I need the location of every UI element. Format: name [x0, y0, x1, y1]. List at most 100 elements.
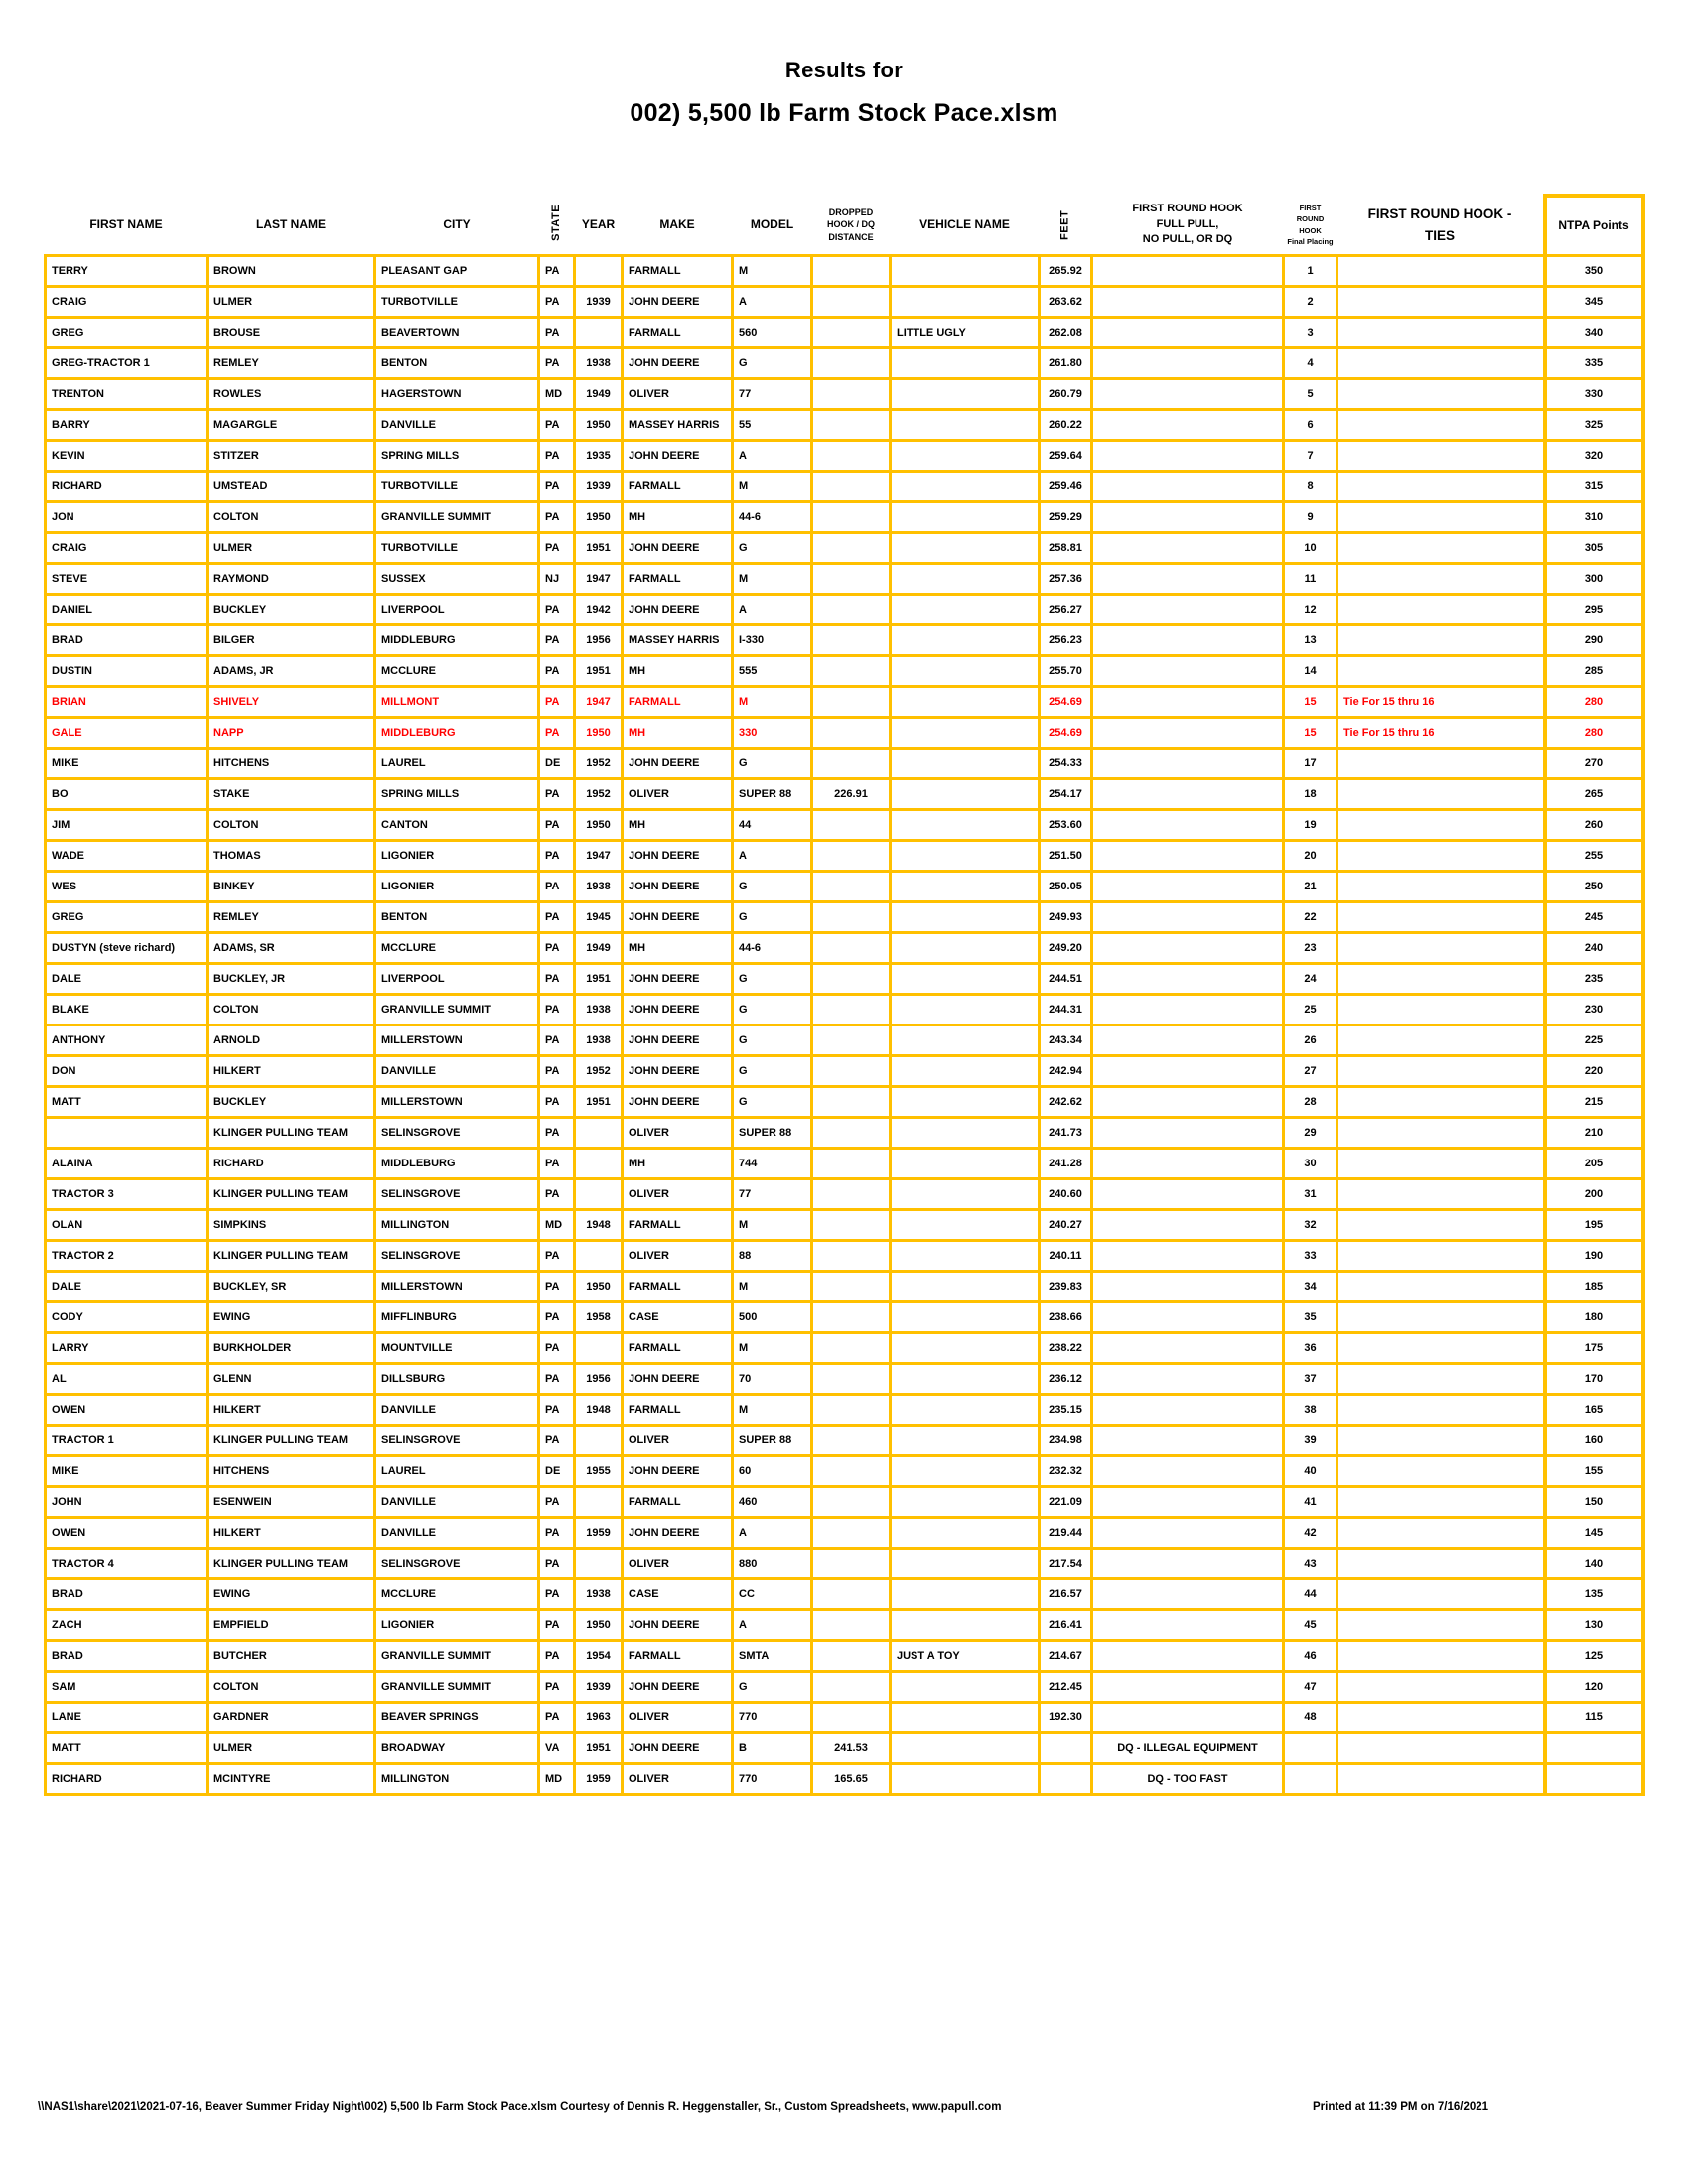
cell-feet: 254.33 [1038, 747, 1093, 780]
cell-model: A [731, 1516, 813, 1550]
cell-placing: 20 [1282, 839, 1338, 873]
cell-ties [1336, 593, 1546, 626]
table-row: STEVE RAYMOND SUSSEX NJ 1947 FARMALL M 257.36 11… [44, 562, 1645, 596]
cell-vehicle [889, 1054, 1041, 1088]
cell-year: 1956 [573, 1362, 624, 1396]
cell-feet: 259.64 [1038, 439, 1093, 473]
cell-city: PLEASANT GAP [373, 254, 540, 288]
cell-model: 60 [731, 1454, 813, 1488]
cell-dropped [810, 285, 892, 319]
cell-city: DANVILLE [373, 1393, 540, 1427]
cell-ntpa: 255 [1542, 839, 1645, 873]
cell-make: FARMALL [621, 685, 734, 719]
cell-city: DANVILLE [373, 408, 540, 442]
cell-year: 1939 [573, 1670, 624, 1704]
report-footer: \\NAS1\share\2021\2021-07-16, Beaver Sum… [0, 2101, 1688, 2120]
cell-vehicle [889, 747, 1041, 780]
cell-make: FARMALL [621, 254, 734, 288]
table-row: TERRY BROWN PLEASANT GAP PA FARMALL M 265.92 1 3… [44, 254, 1645, 288]
cell-dropped [810, 439, 892, 473]
cell-ties [1336, 1485, 1546, 1519]
cell-first: OLAN [44, 1208, 209, 1242]
cell-last: KLINGER PULLING TEAM [206, 1424, 376, 1457]
cell-ntpa: 295 [1542, 593, 1645, 626]
cell-full: DQ - ILLEGAL EQUIPMENT [1090, 1731, 1285, 1765]
cell-state: PA [537, 900, 576, 934]
cell-dropped [810, 1208, 892, 1242]
cell-last: HITCHENS [206, 747, 376, 780]
cell-make: CASE [621, 1577, 734, 1611]
cell-ties [1336, 1270, 1546, 1303]
cell-ties [1336, 654, 1546, 688]
cell-make: FARMALL [621, 1331, 734, 1365]
cell-ties [1336, 562, 1546, 596]
table-row: GREG-TRACTOR 1 REMLEY BENTON PA 1938 JOHN DEE… [44, 346, 1645, 380]
cell-vehicle [889, 931, 1041, 965]
cell-first: GREG [44, 316, 209, 349]
cell-last: BINKEY [206, 870, 376, 903]
cell-last: KLINGER PULLING TEAM [206, 1239, 376, 1273]
table-row: TRENTON ROWLES HAGERSTOWN MD 1949 OLIVER 77 260… [44, 377, 1645, 411]
cell-state: PA [537, 470, 576, 503]
table-row: LANE GARDNER BEAVER SPRINGS PA 1963 OLIVER 770… [44, 1701, 1645, 1734]
cell-vehicle [889, 1670, 1041, 1704]
cell-city: GRANVILLE SUMMIT [373, 500, 540, 534]
cell-full [1090, 747, 1285, 780]
cell-make: JOHN DEERE [621, 900, 734, 934]
cell-ties [1336, 1300, 1546, 1334]
cell-state: PA [537, 408, 576, 442]
cell-dropped [810, 1516, 892, 1550]
cell-ties [1336, 1177, 1546, 1211]
cell-year: 1951 [573, 1731, 624, 1765]
cell-city: MILLERSTOWN [373, 1024, 540, 1057]
cell-state: PA [537, 593, 576, 626]
cell-first: JIM [44, 808, 209, 842]
cell-placing: 7 [1282, 439, 1338, 473]
cell-city: BENTON [373, 900, 540, 934]
cell-first: OWEN [44, 1516, 209, 1550]
table-row: BO STAKE SPRING MILLS PA 1952 OLIVER SUPER 88 2… [44, 777, 1645, 811]
cell-model: G [731, 747, 813, 780]
cell-model: A [731, 439, 813, 473]
cell-first: BRIAN [44, 685, 209, 719]
cell-ntpa: 200 [1542, 1177, 1645, 1211]
cell-first: DALE [44, 962, 209, 996]
cell-dropped [810, 1424, 892, 1457]
table-row: RICHARD MCINTYRE MILLINGTON MD 1959 OLIVER 770… [44, 1762, 1645, 1796]
cell-year: 1950 [573, 808, 624, 842]
cell-model: 70 [731, 1362, 813, 1396]
cell-full [1090, 1331, 1285, 1365]
cell-placing: 47 [1282, 1670, 1338, 1704]
cell-last: HITCHENS [206, 1454, 376, 1488]
cell-placing: 33 [1282, 1239, 1338, 1273]
cell-placing: 45 [1282, 1608, 1338, 1642]
cell-first: DON [44, 1054, 209, 1088]
cell-last: COLTON [206, 1670, 376, 1704]
cell-year: 1948 [573, 1393, 624, 1427]
cell-make: OLIVER [621, 1424, 734, 1457]
cell-last: HILKERT [206, 1054, 376, 1088]
cell-ntpa: 310 [1542, 500, 1645, 534]
cell-dropped [810, 1270, 892, 1303]
cell-dropped [810, 1300, 892, 1334]
cell-full [1090, 1300, 1285, 1334]
cell-city: LIVERPOOL [373, 962, 540, 996]
cell-ties [1336, 623, 1546, 657]
cell-ntpa: 315 [1542, 470, 1645, 503]
cell-state: PA [537, 1608, 576, 1642]
cell-year [573, 1239, 624, 1273]
cell-ties [1336, 408, 1546, 442]
cell-last: MAGARGLE [206, 408, 376, 442]
cell-last: EWING [206, 1577, 376, 1611]
cell-feet: 262.08 [1038, 316, 1093, 349]
cell-state: PA [537, 685, 576, 719]
cell-full [1090, 623, 1285, 657]
cell-full [1090, 531, 1285, 565]
table-row: BARRY MAGARGLE DANVILLE PA 1950 MASSEY HARRIS… [44, 408, 1645, 442]
cell-placing: 14 [1282, 654, 1338, 688]
cell-model: B [731, 1731, 813, 1765]
cell-ntpa: 240 [1542, 931, 1645, 965]
cell-last: SHIVELY [206, 685, 376, 719]
cell-vehicle [889, 623, 1041, 657]
cell-dropped [810, 1331, 892, 1365]
